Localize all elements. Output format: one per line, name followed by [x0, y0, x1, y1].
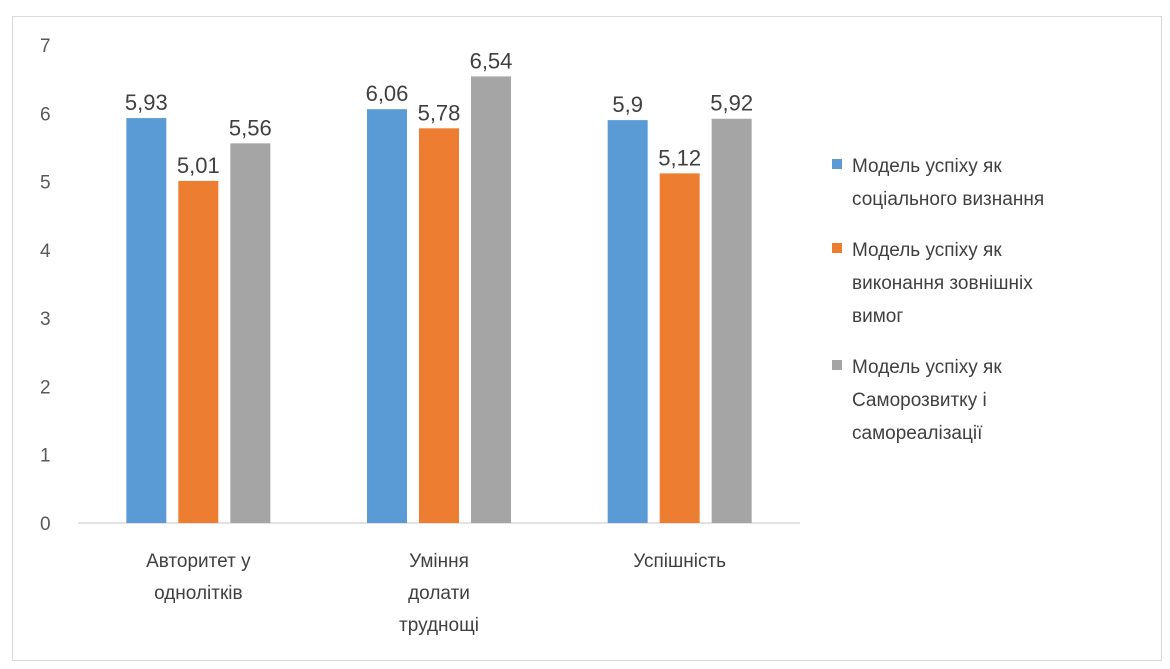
data-labels: 5,93 5,01 5,56 6,06 5,78 6,54 5,9 5,12 5,92	[125, 48, 753, 177]
bar	[126, 118, 167, 524]
y-tick-label: 2	[40, 377, 51, 398]
y-tick-label: 1	[40, 446, 51, 467]
data-label: 5,01	[177, 153, 220, 178]
bars	[126, 76, 752, 524]
page-top-strip	[0, 0, 1170, 8]
bar	[711, 118, 752, 524]
bar	[367, 109, 407, 523]
data-label: 5,92	[710, 91, 753, 116]
data-label: 6,06	[366, 81, 409, 106]
y-tick-label: 4	[40, 241, 51, 262]
y-axis-ticks: 0 1 2 3 4 5 6 7	[40, 36, 51, 535]
bar	[607, 120, 648, 523]
category-labels: Авторитет у однолітків Уміння долати труднощ…	[146, 551, 726, 636]
legend-label: Модель успіху як Саморозвитку і самореаліз…	[852, 357, 1002, 444]
bar	[471, 76, 511, 523]
y-tick-label: 0	[40, 514, 51, 535]
legend-swatch	[832, 360, 842, 370]
bar	[230, 143, 271, 523]
legend-item: Модель успіху як Саморозвитку і самореаліз…	[832, 351, 1132, 450]
y-tick-label: 5	[40, 173, 51, 194]
data-label: 5,56	[229, 115, 272, 140]
bar	[178, 180, 219, 524]
bar	[419, 128, 459, 523]
legend-item: Модель успіху як виконання зовнішніх вимог	[832, 234, 1132, 333]
bar	[659, 173, 700, 523]
data-label: 5,12	[658, 145, 701, 170]
data-label: 5,93	[125, 90, 168, 115]
y-tick-label: 7	[40, 36, 51, 57]
legend-label: Модель успіху як виконання зовнішніх вимог	[852, 240, 1033, 327]
data-label: 5,78	[418, 100, 461, 125]
y-tick-label: 6	[40, 104, 51, 125]
category-label: Авторитет у однолітків	[146, 551, 251, 604]
legend-label: Модель успіху як соціального визнання	[852, 156, 1045, 210]
legend-item: Модель успіху як соціального визнання	[832, 150, 1132, 216]
category-label: Успішність	[633, 551, 726, 572]
legend: Модель успіху як соціального визнання Моде…	[832, 150, 1132, 468]
legend-swatch	[832, 159, 842, 169]
data-label: 6,54	[470, 48, 513, 73]
data-label: 5,9	[612, 92, 643, 117]
legend-swatch	[832, 243, 842, 253]
y-tick-label: 3	[40, 309, 51, 330]
category-label: Уміння долати труднощі	[399, 551, 479, 636]
